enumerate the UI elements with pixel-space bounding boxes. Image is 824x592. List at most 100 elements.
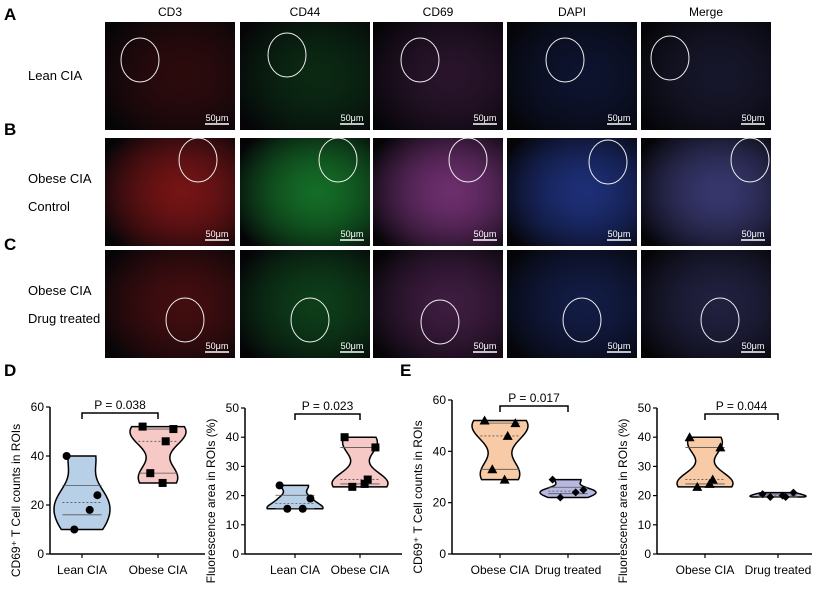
data-point: [85, 505, 94, 514]
roi-circle: [318, 137, 358, 183]
column-header-cd69: CD69: [423, 5, 454, 19]
violin-chart-1: 0 20 40 60 CD69⁺ T Cell counts in ROIs Lean C…: [9, 398, 205, 577]
violin-0: [53, 455, 111, 531]
data-point: [487, 464, 498, 474]
data-point: [758, 490, 767, 499]
violin-0: [266, 484, 324, 510]
data-point: [766, 493, 775, 502]
data-point: [340, 433, 349, 442]
micrograph-signal: [641, 250, 771, 358]
data-point: [306, 494, 315, 503]
y-tick-label: 50: [226, 401, 240, 415]
y-axis-label: CD69⁺ T Cell counts in ROIs: [9, 424, 23, 577]
violin-chart-3: 0 20 40 60 CD69⁺ T Cell counts in ROIs Obese …: [411, 391, 620, 577]
micrograph-signal: [373, 138, 503, 246]
data-point: [371, 443, 380, 452]
scale-bar-label: 50μm: [608, 341, 631, 351]
data-point: [579, 485, 588, 494]
y-tick-label: 60: [31, 400, 45, 414]
p-value-label: P = 0.044: [716, 399, 768, 413]
y-tick-label: 0: [439, 547, 446, 561]
y-tick-label: 60: [433, 393, 447, 407]
scale-bar-label: 50μm: [474, 113, 497, 123]
data-point: [556, 493, 565, 502]
scale-bar-label: 50μm: [742, 341, 765, 351]
data-point: [778, 491, 787, 500]
micrograph-signal: [373, 250, 503, 358]
scale-bar-label: 50μm: [608, 229, 631, 239]
x-tick-label: Obese CIA: [676, 563, 735, 577]
column-header-cd44: CD44: [290, 5, 321, 19]
y-tick-label: 20: [638, 489, 652, 503]
micrograph-signal: [105, 250, 235, 358]
data-point: [158, 478, 167, 487]
roi-circle: [730, 137, 770, 183]
roi-circle: [290, 297, 330, 343]
roi-circle: [700, 297, 740, 343]
data-point: [138, 422, 147, 431]
y-axis-label: Fluorescence area in ROIs (%): [616, 419, 630, 584]
y-tick-label: 40: [226, 430, 240, 444]
data-point: [283, 504, 292, 513]
x-tick-label: Obese CIA: [471, 563, 530, 577]
p-value-label: P = 0.038: [94, 398, 146, 412]
x-tick-label: Lean CIA: [57, 563, 107, 577]
data-point: [479, 415, 490, 425]
data-point: [298, 504, 307, 513]
data-point: [146, 469, 155, 478]
row-label: Drug treated: [28, 311, 100, 326]
y-tick-label: 30: [638, 459, 652, 473]
micrograph-signal: [105, 138, 235, 246]
micrograph-signal: [240, 22, 370, 130]
violin-1: [539, 478, 597, 499]
violin-0: [471, 419, 529, 481]
column-header-dapi: DAPI: [558, 5, 586, 19]
data-point: [161, 437, 170, 446]
scale-bar-label: 50μm: [341, 229, 364, 239]
data-point: [275, 481, 284, 490]
data-point: [499, 474, 510, 484]
x-tick-label: Obese CIA: [129, 563, 188, 577]
y-tick-label: 10: [226, 518, 240, 532]
roi-circle: [562, 297, 602, 343]
data-point: [684, 432, 695, 442]
y-tick-label: 40: [433, 444, 447, 458]
roi-circle: [178, 137, 218, 183]
y-tick-label: 0: [644, 547, 651, 561]
significance-bracket: [704, 413, 779, 420]
p-value-label: P = 0.023: [302, 399, 354, 413]
scale-bar-label: 50μm: [341, 341, 364, 351]
scale-bar-label: 50μm: [206, 229, 229, 239]
y-axis-label: CD69⁺ T Cell counts in ROIs: [411, 420, 425, 573]
scale-bar-label: 50μm: [474, 341, 497, 351]
scale-bar-label: 50μm: [742, 113, 765, 123]
panel-letter-b: B: [4, 120, 16, 139]
roi-circle: [400, 37, 440, 83]
x-tick-label: Lean CIA: [270, 563, 320, 577]
data-point: [169, 425, 178, 434]
significance-bracket: [499, 405, 569, 412]
y-tick-label: 50: [638, 401, 652, 415]
y-tick-label: 20: [433, 496, 447, 510]
data-point: [502, 430, 513, 440]
violin-chart-2: 0 10 20 30 40 50 Fluorescence area in ROIs (%)…: [204, 399, 402, 583]
roi-circle: [165, 297, 205, 343]
data-point: [93, 491, 102, 500]
y-tick-label: 0: [37, 547, 44, 561]
significance-bracket: [294, 413, 361, 420]
y-tick-label: 20: [31, 498, 45, 512]
roi-circle: [588, 139, 628, 185]
roi-circle: [448, 137, 488, 183]
micrograph-signal: [373, 22, 503, 130]
scale-bar-label: 50μm: [474, 229, 497, 239]
data-point: [510, 418, 521, 428]
data-point: [692, 481, 703, 491]
x-tick-label: Drug treated: [535, 563, 602, 577]
micrograph-signal: [507, 250, 637, 358]
row-label: Obese CIA: [28, 171, 92, 186]
micrograph-signal: [240, 250, 370, 358]
data-point: [704, 478, 715, 488]
panel-letter-d: D: [4, 361, 16, 380]
